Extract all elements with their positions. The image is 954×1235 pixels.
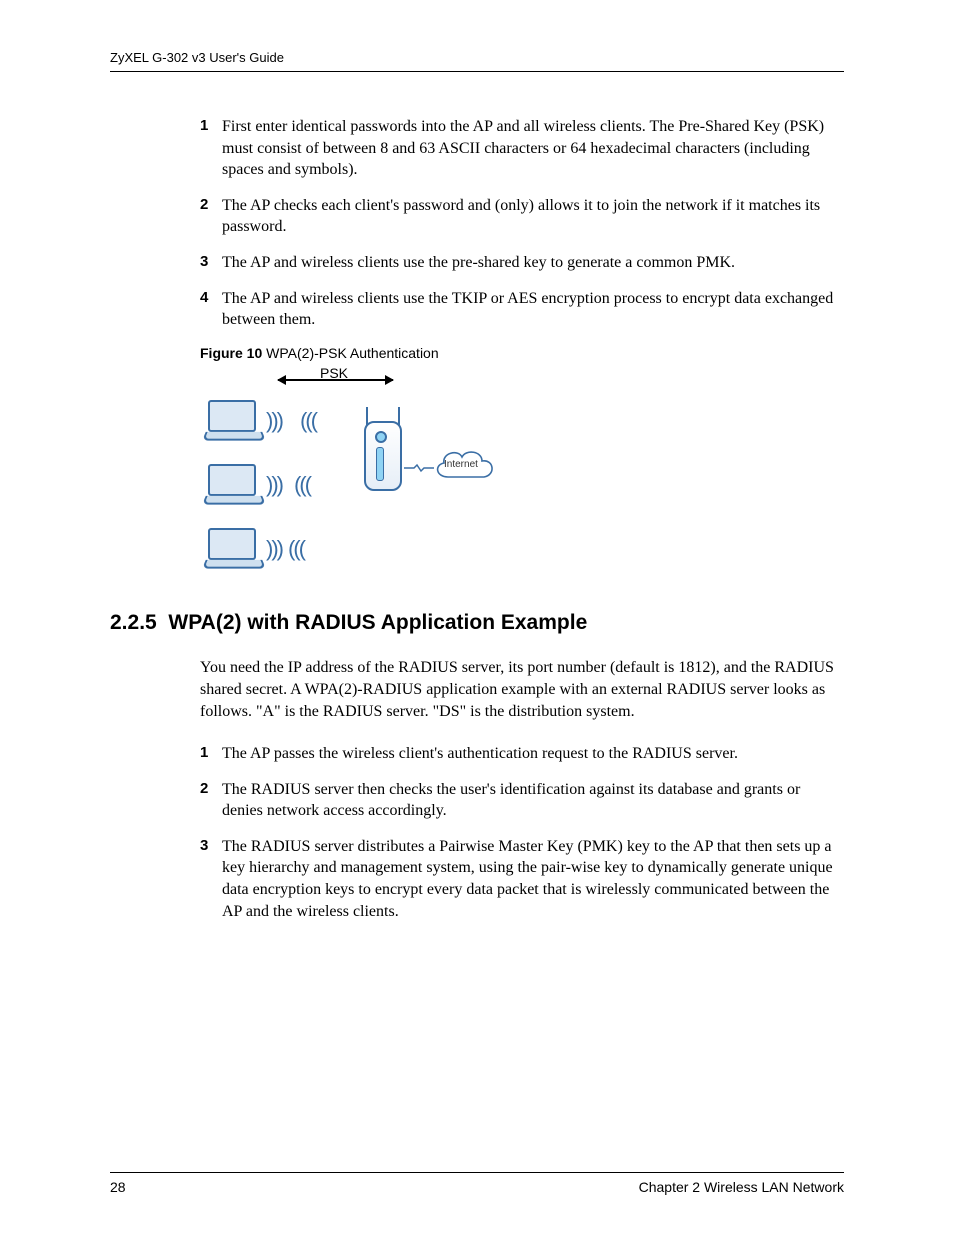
wifi-waves-icon: ))) [296, 474, 312, 496]
steps-list-2: 1 The AP passes the wireless client's au… [200, 743, 844, 922]
list-number: 1 [200, 116, 208, 136]
page-footer: 28 Chapter 2 Wireless LAN Network [110, 1172, 844, 1195]
list-text: First enter identical passwords into the… [222, 118, 824, 178]
list-number: 3 [200, 252, 208, 272]
wifi-waves-icon: ))) [266, 474, 282, 496]
list-number: 2 [200, 195, 208, 215]
wifi-waves-icon: ))) [266, 410, 282, 432]
list-number: 1 [200, 743, 208, 763]
laptop-row: ))) ))) [200, 389, 324, 453]
list-number: 4 [200, 288, 208, 308]
laptop-row: ))) ))) [200, 453, 324, 517]
list-text: The RADIUS server then checks the user's… [222, 781, 800, 820]
figure-title: WPA(2)-PSK Authentication [262, 345, 438, 361]
intro-paragraph: You need the IP address of the RADIUS se… [200, 657, 844, 723]
list-text: The AP and wireless clients use the TKIP… [222, 290, 833, 329]
list-item: 2 The RADIUS server then checks the user… [200, 779, 844, 822]
laptop-icon [204, 464, 260, 506]
figure-diagram: PSK ))) ))) ))) ))) ))) ))) [200, 367, 500, 577]
wifi-waves-icon: ))) [290, 538, 306, 560]
list-text: The AP checks each client's password and… [222, 197, 820, 236]
section-heading: 2.2.5 WPA(2) with RADIUS Application Exa… [110, 611, 844, 635]
page-number: 28 [110, 1179, 126, 1195]
list-number: 3 [200, 836, 208, 856]
section-number: 2.2.5 [110, 611, 157, 634]
list-number: 2 [200, 779, 208, 799]
document-page: ZyXEL G-302 v3 User's Guide 1 First ente… [0, 0, 954, 1235]
cloud-label: Internet [444, 459, 478, 470]
list-item: 3 The AP and wireless clients use the pr… [200, 252, 844, 274]
laptop-icon [204, 528, 260, 570]
wifi-waves-icon: ))) [302, 410, 318, 432]
list-item: 3 The RADIUS server distributes a Pairwi… [200, 836, 844, 922]
section-title: WPA(2) with RADIUS Application Example [168, 611, 587, 634]
access-point-icon [360, 411, 406, 491]
laptop-row: ))) ))) [200, 517, 324, 581]
steps-list-1: 1 First enter identical passwords into t… [200, 116, 844, 577]
figure-caption: Figure 10 WPA(2)-PSK Authentication [200, 345, 844, 361]
wifi-waves-icon: ))) [266, 538, 282, 560]
running-head: ZyXEL G-302 v3 User's Guide [110, 50, 844, 72]
list-text: The AP and wireless clients use the pre-… [222, 254, 735, 271]
chapter-label: Chapter 2 Wireless LAN Network [639, 1179, 844, 1195]
psk-arrow-icon [278, 379, 393, 381]
figure-number: Figure 10 [200, 345, 262, 361]
list-item: 1 First enter identical passwords into t… [200, 116, 844, 181]
list-item: 4 The AP and wireless clients use the TK… [200, 288, 844, 331]
list-text: The AP passes the wireless client's auth… [222, 745, 738, 762]
list-item: 1 The AP passes the wireless client's au… [200, 743, 844, 765]
list-item: 2 The AP checks each client's password a… [200, 195, 844, 238]
list-text: The RADIUS server distributes a Pairwise… [222, 838, 833, 920]
laptop-icon [204, 400, 260, 442]
